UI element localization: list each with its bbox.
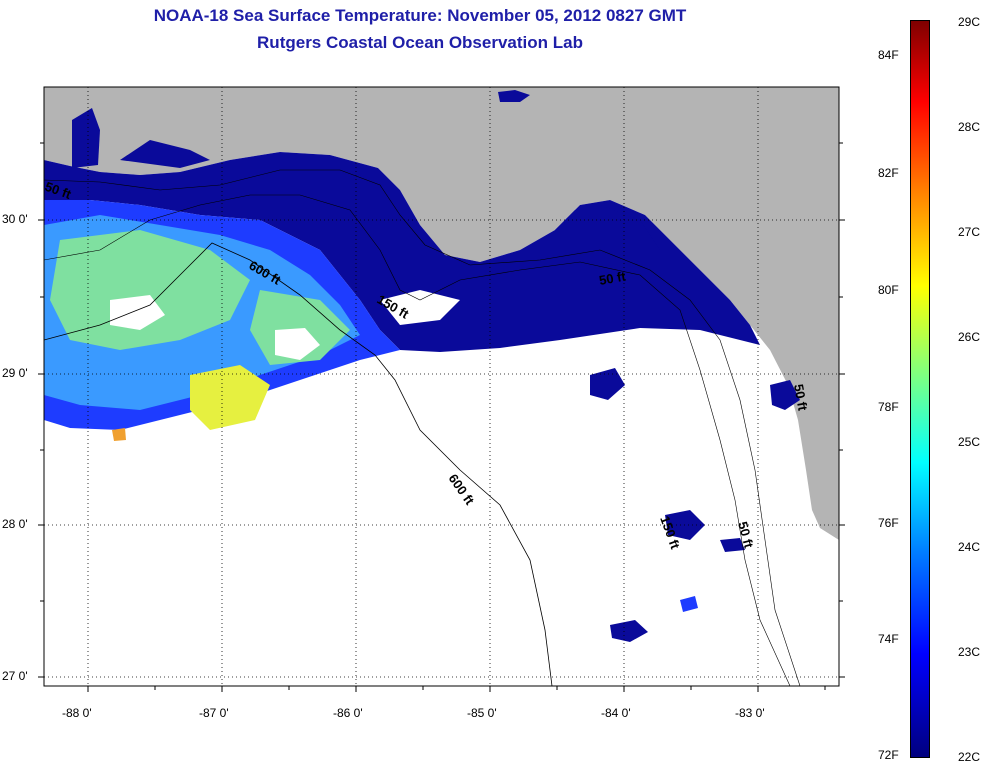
map-frame bbox=[43, 86, 840, 687]
colorbar-label-80f: 80F bbox=[878, 283, 899, 297]
colorbar-label-72f: 72F bbox=[878, 748, 899, 762]
colorbar-label-25c: 25C bbox=[958, 435, 981, 449]
sst-hot-patch bbox=[190, 365, 270, 430]
x-tick-label-86: -86 0' bbox=[333, 706, 363, 720]
y-tick-label-27: 27 0' bbox=[2, 669, 28, 683]
contour-600ft bbox=[43, 242, 553, 687]
colorbar-label-26c: 26C bbox=[958, 330, 981, 344]
sst-warm-patch-1 bbox=[50, 230, 250, 350]
colorbar-label-27c: 27C bbox=[958, 225, 981, 239]
sst-patch-south-1 bbox=[590, 368, 625, 400]
contour-50ft bbox=[43, 169, 801, 687]
colorbar-label-22c: 22C bbox=[958, 750, 981, 764]
x-tick-label-88: -88 0' bbox=[62, 706, 92, 720]
sst-cold-band bbox=[44, 152, 760, 352]
sst-patch-south-4 bbox=[770, 380, 800, 410]
colorbar-label-74f: 74F bbox=[878, 632, 899, 646]
tick-marks bbox=[38, 142, 845, 692]
y-tick-label-30: 30 0' bbox=[2, 212, 28, 226]
colorbar-label-24c: 24C bbox=[958, 540, 981, 554]
bay-mobile bbox=[120, 140, 210, 168]
x-tick-label-85: -85 0' bbox=[467, 706, 497, 720]
colorbar-label-29c: 29C bbox=[958, 15, 981, 29]
sst-hot-spot bbox=[112, 428, 126, 441]
colorbar-label-76f: 76F bbox=[878, 516, 899, 530]
cloud-gap-3 bbox=[380, 290, 460, 325]
cloud-gap-2 bbox=[275, 328, 320, 360]
y-tick-label-29: 29 0' bbox=[2, 366, 28, 380]
sst-patch-south-3 bbox=[610, 620, 648, 642]
colorbar-label-23c: 23C bbox=[958, 645, 981, 659]
x-tick-label-83: -83 0' bbox=[735, 706, 765, 720]
lake-inland bbox=[498, 90, 530, 102]
contour-label-50ft-south: 50 ft bbox=[735, 520, 757, 550]
x-tick-label-87: -87 0' bbox=[199, 706, 229, 720]
contour-label-50ft-coast: 50 ft bbox=[791, 383, 811, 413]
colorbar-label-82f: 82F bbox=[878, 166, 899, 180]
land-mass bbox=[44, 87, 839, 540]
x-tick-label-84: -84 0' bbox=[601, 706, 631, 720]
sst-patch-south-5 bbox=[720, 538, 745, 552]
map-subtitle: Rutgers Coastal Ocean Observation Lab bbox=[257, 33, 583, 52]
colorbar-label-84f: 84F bbox=[878, 48, 899, 62]
map-title: NOAA-18 Sea Surface Temperature: Novembe… bbox=[153, 6, 687, 25]
grid-lines bbox=[44, 87, 839, 686]
colorbar-label-28c: 28C bbox=[958, 120, 981, 134]
sst-patch-south-6 bbox=[680, 596, 698, 612]
y-tick-label-28: 28 0' bbox=[2, 517, 28, 531]
contour-150ft bbox=[43, 194, 791, 687]
colorbar-label-78f: 78F bbox=[878, 400, 899, 414]
contour-label-50ft-east: 50 ft bbox=[598, 268, 628, 288]
bay-west bbox=[72, 108, 100, 168]
bay-apalachee bbox=[555, 205, 660, 250]
temperature-colorbar bbox=[910, 20, 930, 758]
